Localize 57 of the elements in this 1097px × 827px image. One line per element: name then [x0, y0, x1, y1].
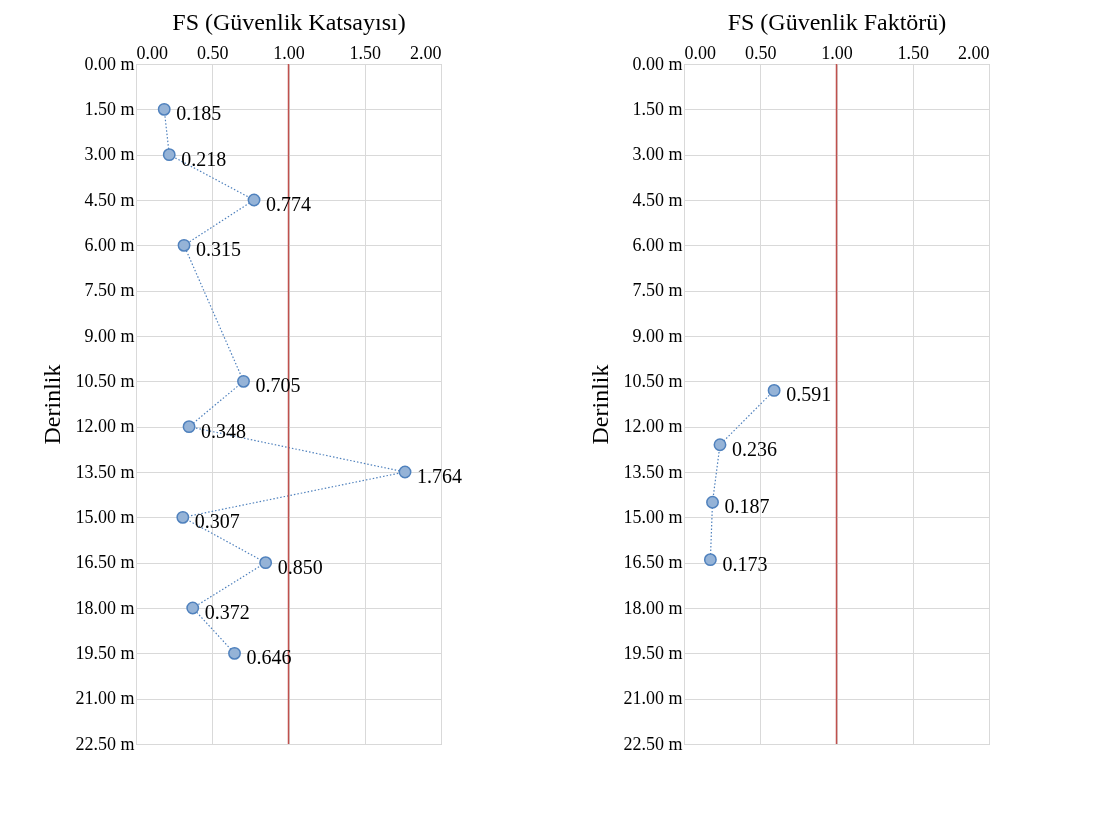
y-tick-label: 13.50 m: [623, 461, 683, 482]
data-label: 0.315: [196, 238, 242, 261]
data-label: 0.173: [722, 552, 768, 575]
x-axis-title: FS (Güvenlik Faktörü): [727, 8, 947, 35]
y-tick-label: 21.00 m: [75, 688, 135, 709]
y-tick-label: 10.50 m: [623, 370, 683, 391]
y-tick-label: 22.50 m: [623, 733, 683, 754]
data-label: 0.307: [194, 510, 240, 533]
x-tick-label: 0.00: [684, 42, 716, 63]
x-tick-label: 1.50: [897, 42, 929, 63]
x-tick-label: 1.00: [821, 42, 853, 63]
x-tick-label: 0.00: [136, 42, 168, 63]
y-axis-title: Derinlik: [587, 364, 614, 445]
data-label: 0.591: [786, 383, 832, 406]
data-label: 0.185: [176, 102, 222, 125]
y-tick-label: 16.50 m: [75, 552, 135, 573]
y-tick-label: 0.00 m: [632, 53, 683, 74]
y-tick-label: 3.00 m: [84, 144, 135, 165]
y-tick-label: 4.50 m: [84, 189, 135, 210]
data-label: 0.372: [204, 601, 250, 623]
y-tick-label: 12.00 m: [623, 416, 683, 437]
y-tick-label: 4.50 m: [632, 189, 683, 210]
y-tick-label: 10.50 m: [75, 370, 135, 391]
y-tick-label: 7.50 m: [84, 280, 135, 301]
y-tick-label: 18.00 m: [623, 597, 683, 618]
y-tick-label: 21.00 m: [623, 688, 683, 709]
data-label: 0.236: [731, 437, 777, 460]
y-tick-label: 6.00 m: [84, 234, 135, 255]
data-label: 1.764: [417, 465, 463, 487]
y-tick-label: 19.50 m: [623, 642, 683, 663]
data-label: 0.348: [201, 419, 247, 442]
x-tick-label: 2.00: [410, 42, 442, 63]
x-axis-title: FS (Güvenlik Katsayısı): [172, 8, 406, 35]
x-tick-label: 0.50: [745, 42, 777, 63]
y-tick-label: 1.50 m: [84, 98, 135, 119]
y-tick-label: 15.00 m: [75, 506, 135, 527]
x-tick-label: 2.00: [958, 42, 990, 63]
x-tick-label: 1.00: [273, 42, 305, 63]
y-tick-label: 7.50 m: [632, 280, 683, 301]
y-tick-label: 3.00 m: [632, 144, 683, 165]
y-tick-label: 12.00 m: [75, 416, 135, 437]
y-tick-label: 9.00 m: [632, 325, 683, 346]
y-tick-label: 19.50 m: [75, 642, 135, 663]
y-tick-label: 22.50 m: [75, 733, 135, 754]
y-tick-label: 0.00 m: [84, 53, 135, 74]
y-tick-label: 13.50 m: [75, 461, 135, 482]
y-tick-label: 9.00 m: [84, 325, 135, 346]
y-tick-label: 6.00 m: [632, 234, 683, 255]
x-tick-label: 1.50: [349, 42, 381, 63]
y-tick-label: 18.00 m: [75, 597, 135, 618]
y-tick-label: 16.50 m: [623, 552, 683, 573]
y-axis-title: Derinlik: [39, 364, 66, 445]
x-tick-label: 0.50: [197, 42, 229, 63]
data-label: 0.218: [181, 147, 227, 170]
y-tick-label: 15.00 m: [623, 506, 683, 527]
y-tick-label: 1.50 m: [632, 98, 683, 119]
data-label: 0.187: [724, 495, 770, 518]
